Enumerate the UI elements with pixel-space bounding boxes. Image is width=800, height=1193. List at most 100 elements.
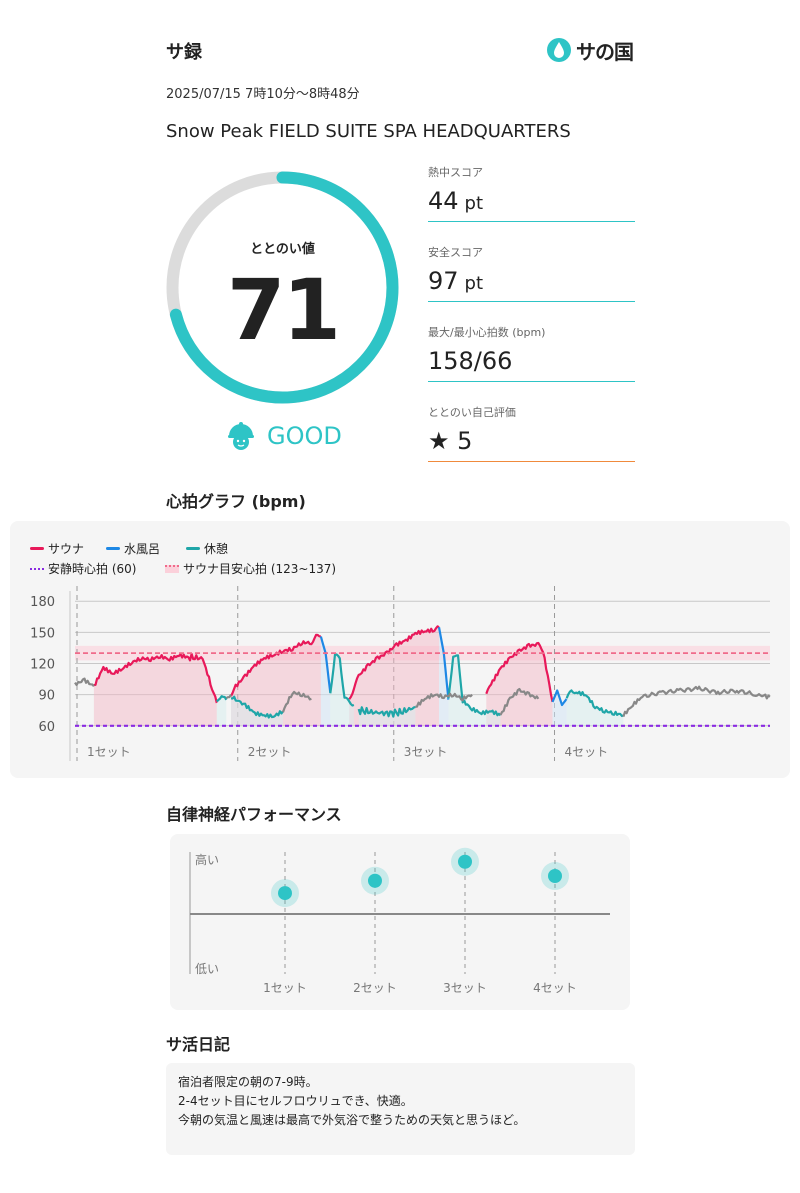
ans-low-label: 低い — [195, 962, 219, 976]
facility-name: Snow Peak FIELD SUITE SPA HEADQUARTERS — [166, 121, 571, 142]
legend-label: サウナ目安心拍 (123~137) — [183, 562, 337, 576]
legend-label: サウナ — [48, 542, 85, 556]
ans-point — [278, 886, 292, 901]
metric-unit: pt — [464, 193, 484, 214]
series-line-sauna — [348, 625, 440, 700]
legend-swatch — [186, 547, 200, 550]
diary-line: 2-4セット目にセルフロウリュでき、快適。 — [178, 1094, 413, 1108]
series-line-rest — [565, 689, 624, 718]
set-label: 3セット — [404, 745, 448, 759]
series-line-rest — [447, 654, 502, 717]
legend-swatch — [30, 547, 44, 550]
legend-resting-hr: 安静時心拍 (60) — [30, 560, 136, 577]
rest-area — [216, 696, 227, 726]
series-line-other — [499, 687, 540, 716]
y-tick-label: 60 — [38, 720, 55, 735]
ans-set-label: 1セット — [263, 981, 307, 995]
set-label: 2セット — [248, 745, 292, 759]
metric-value: 97 — [428, 267, 459, 295]
metric-label: ととのい自己評価 — [428, 406, 516, 419]
metric-value-row: 158/66 — [428, 347, 635, 382]
series-line-other — [622, 685, 771, 718]
session-datetime: 2025/07/15 7時10分〜8時48分 — [166, 87, 360, 102]
totonoi-gauge — [166, 171, 399, 404]
rating-text: GOOD — [267, 422, 342, 450]
series-line-rest — [230, 695, 284, 719]
legend-sauna: サウナ — [30, 540, 84, 557]
rest-area — [448, 655, 501, 726]
diary-title: サ活日記 — [166, 1035, 231, 1054]
water-area — [320, 636, 331, 726]
metric-label: 安全スコア — [428, 246, 483, 259]
helmet-face-icon — [228, 422, 254, 450]
water-area — [439, 627, 449, 726]
y-tick-label: 180 — [30, 595, 55, 610]
legend-label: 休憩 — [204, 542, 229, 556]
metric-value-row: 44 pt — [428, 187, 635, 222]
series-line-rest — [329, 653, 355, 707]
logo: サの国 — [546, 36, 636, 64]
series-line-other — [281, 690, 312, 713]
rest-area — [330, 654, 354, 726]
metric-heart-rate: 最大/最小心拍数 (bpm) 158/66 — [428, 324, 635, 382]
sauna-area — [93, 653, 217, 726]
metric-heat-score: 熱中スコア 44 pt — [428, 164, 635, 222]
ans-high-label: 高い — [195, 852, 219, 867]
metric-unit: pt — [464, 273, 484, 294]
metric-value: 158/66 — [428, 347, 513, 375]
ans-point — [368, 873, 382, 888]
diary-text: 宿泊者限定の朝の7-9時。 2-4セット目にセルフロウリュでき、快適。 今朝の気… — [166, 1063, 635, 1155]
sauna-area — [486, 643, 553, 726]
diary-line: 今朝の気温と風速は最高で外気浴で整うための天気と思うほど。 — [178, 1113, 526, 1127]
ans-set-label: 2セット — [353, 981, 397, 995]
ans-title: 自律神経パフォーマンス — [166, 805, 342, 824]
series-line-other — [74, 677, 95, 688]
metric-self-rating: ととのい自己評価 ★ 5 — [428, 404, 635, 462]
metric-safety-score: 安全スコア 97 pt — [428, 244, 635, 302]
legend-label: 水風呂 — [124, 542, 161, 556]
series-line-sauna — [485, 641, 554, 703]
ans-set-label: 4セット — [533, 981, 577, 995]
rest-area — [358, 707, 416, 726]
metric-value-row: 97 pt — [428, 267, 635, 302]
legend-swatch — [106, 547, 120, 550]
metric-label: 最大/最小心拍数 (bpm) — [428, 326, 546, 339]
series-line-water — [551, 689, 568, 707]
series-line-sauna — [93, 652, 218, 704]
metric-value: 44 — [428, 187, 459, 215]
heart-rate-plot: 180 150 120 90 60 1セット 2セット 3セット 4セット — [30, 586, 771, 761]
legend-swatch — [165, 564, 179, 573]
legend-rest: 休憩 — [186, 540, 228, 557]
series-line-rest — [216, 695, 228, 703]
metric-label: 熱中スコア — [428, 166, 483, 179]
ans-panel: 高い 低い 1セット 2セット 3セット 4セット — [170, 834, 630, 1010]
drop-logo-icon — [547, 38, 571, 62]
legend-sauna-target: サウナ目安心拍 (123~137) — [165, 560, 336, 577]
page-title: サ録 — [166, 42, 202, 63]
water-area — [552, 690, 567, 726]
sauna-area — [349, 626, 439, 726]
set-label: 1セット — [87, 745, 131, 759]
metric-value-row: ★ 5 — [428, 427, 635, 462]
totonoi-label: ととのい値 — [250, 242, 315, 257]
y-tick-label: 90 — [38, 689, 55, 704]
legend-swatch — [30, 567, 44, 570]
y-tick-label: 150 — [30, 626, 55, 641]
rest-area — [566, 690, 624, 726]
diary-line: 宿泊者限定の朝の7-9時。 — [178, 1075, 318, 1089]
set-label: 4セット — [565, 745, 609, 759]
heart-chart-title: 心拍グラフ (bpm) — [166, 492, 306, 511]
totonoi-value: 71 — [227, 261, 341, 359]
heart-chart-panel: サウナ 水風呂 休憩 安静時心拍 (60) サウナ目安心拍 (123~137) … — [10, 521, 790, 778]
legend-water: 水風呂 — [106, 540, 160, 557]
sauna-area — [231, 634, 321, 726]
legend-label: 安静時心拍 (60) — [48, 562, 137, 576]
metric-value: ★ 5 — [428, 427, 473, 455]
ans-point — [458, 854, 472, 869]
y-tick-label: 120 — [30, 658, 55, 673]
series-line-other — [415, 692, 473, 708]
series-line-other — [225, 694, 232, 700]
ans-point — [548, 869, 562, 883]
logo-text: サの国 — [576, 39, 634, 64]
